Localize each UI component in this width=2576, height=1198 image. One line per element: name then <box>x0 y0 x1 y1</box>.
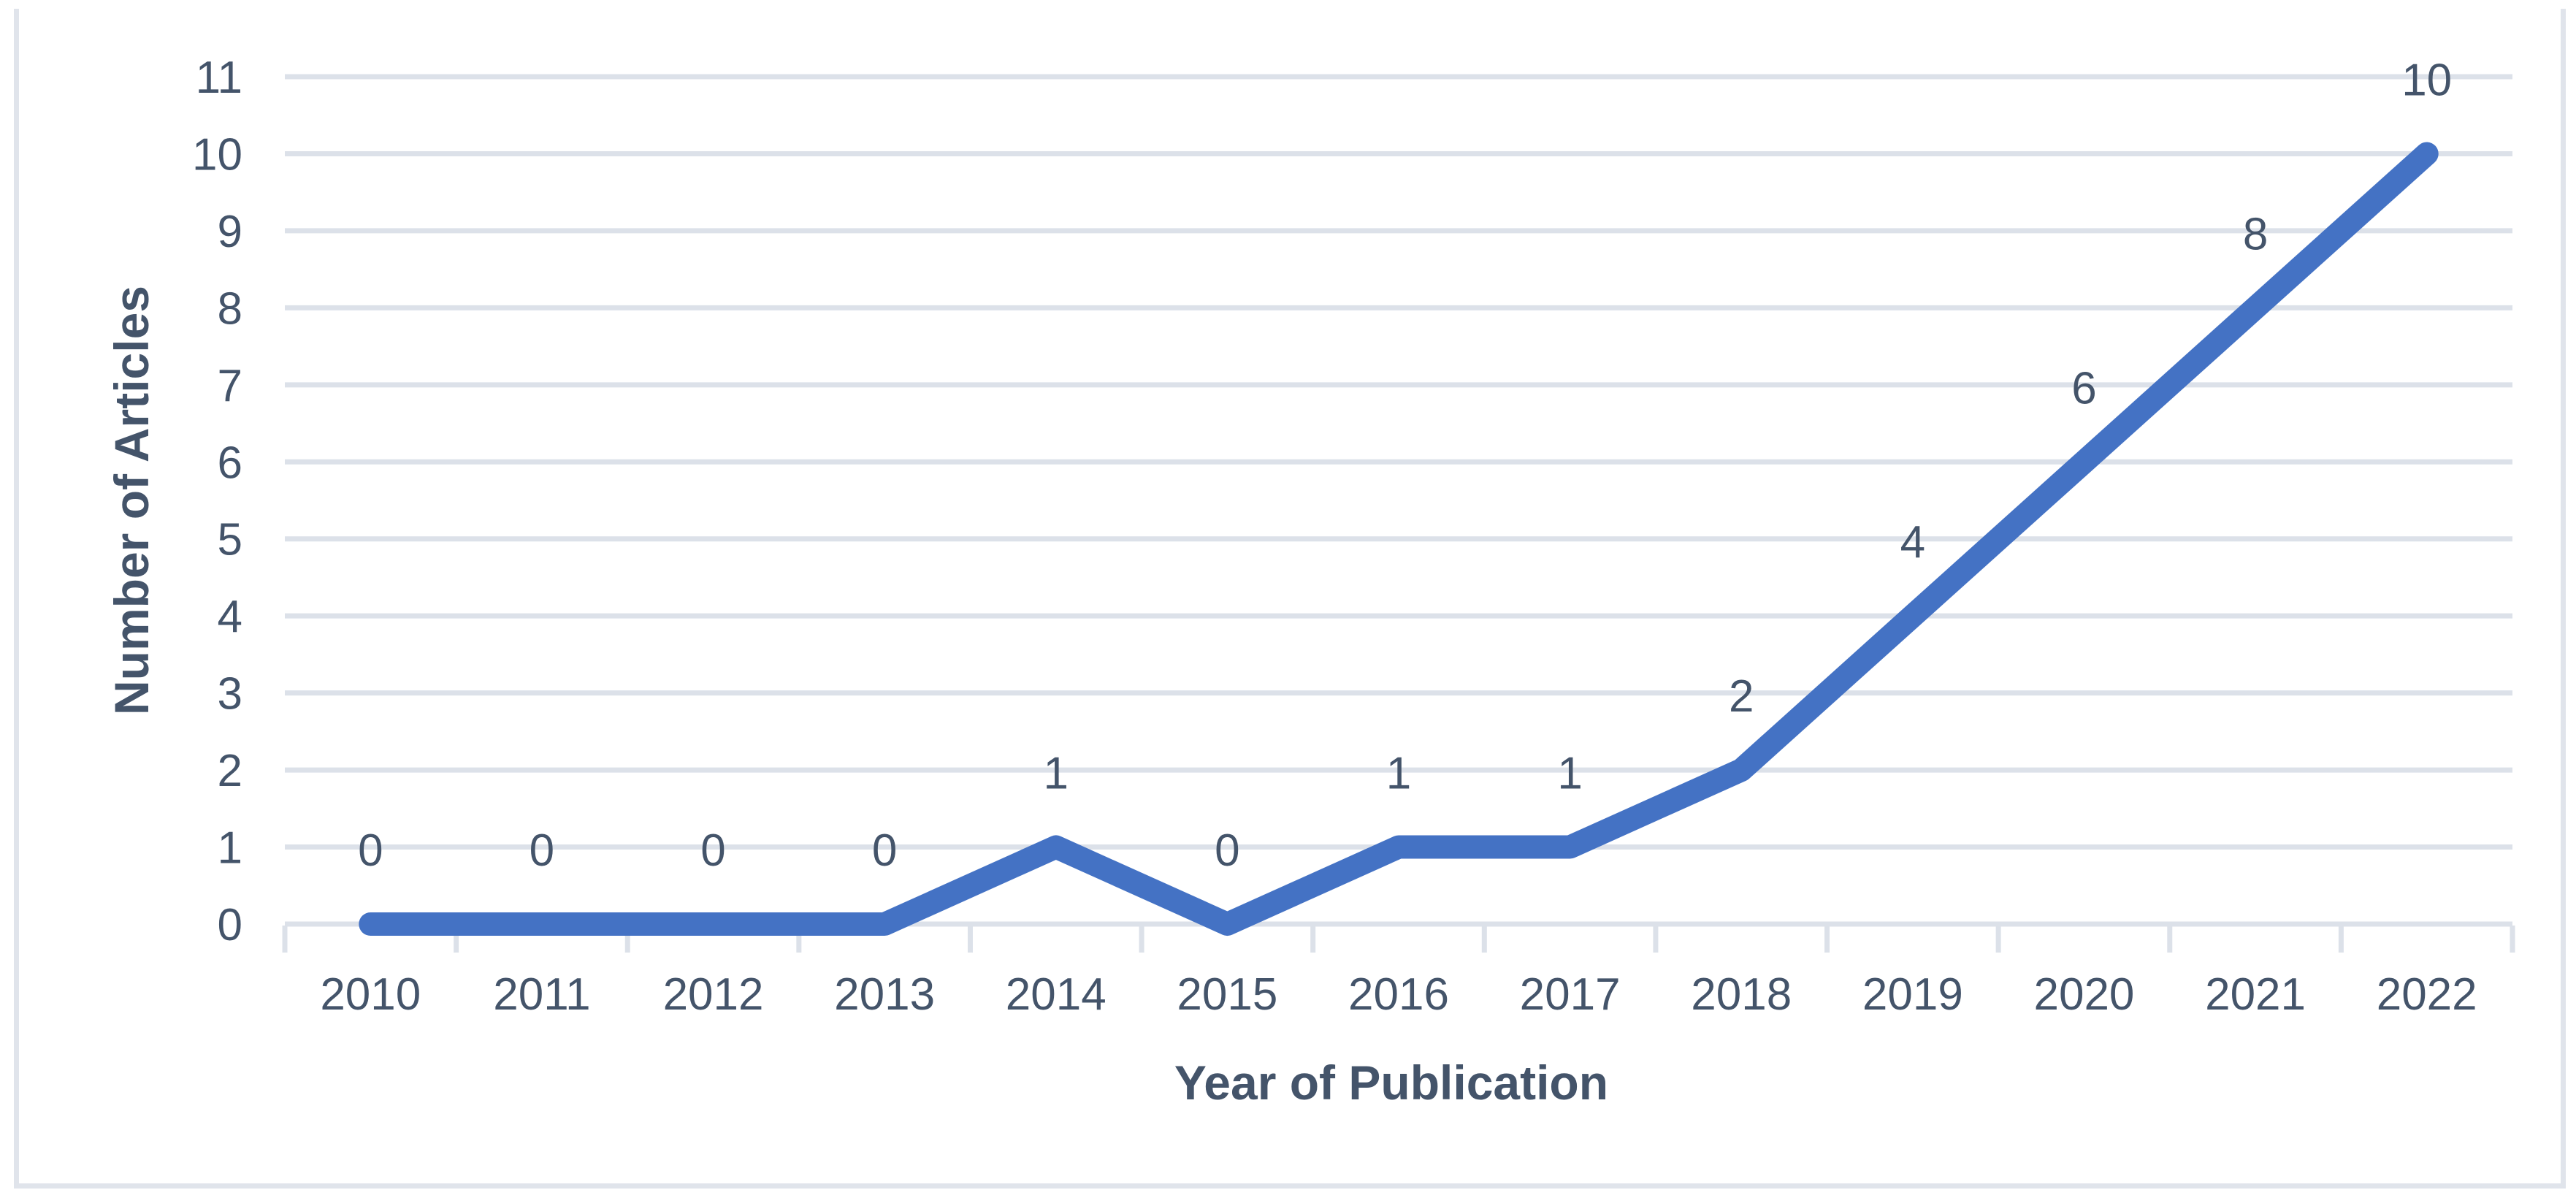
series-layer <box>359 142 2439 936</box>
y-axis-tick-labels: 0 1 2 3 4 5 6 7 8 9 10 11 <box>192 53 242 950</box>
x-axis-tick-marks <box>282 926 2515 953</box>
y-tick-label: 9 <box>218 207 242 257</box>
x-tick-label: 2010 <box>320 969 421 1020</box>
x-tick-label: 2013 <box>834 969 935 1020</box>
x-tick-label: 2020 <box>2033 969 2134 1020</box>
y-tick-label: 2 <box>218 746 242 796</box>
chart-frame <box>14 9 2566 1189</box>
y-tick-label: 11 <box>196 53 242 103</box>
y-tick-label: 7 <box>218 361 242 411</box>
x-tick-label: 2016 <box>1348 969 1449 1020</box>
x-tick-label: 2014 <box>1006 969 1107 1020</box>
data-label: 8 <box>2243 209 2268 259</box>
y-tick-label: 8 <box>218 283 242 334</box>
y-tick-label: 5 <box>218 515 242 565</box>
data-label: 0 <box>700 825 725 876</box>
y-tick-label: 3 <box>218 669 242 720</box>
frame-border-left <box>14 9 19 1189</box>
data-label: 1 <box>1386 749 1411 799</box>
data-line <box>359 142 2439 936</box>
gridlines <box>285 74 2512 927</box>
data-label: 0 <box>1215 825 1239 876</box>
data-label: 1 <box>1044 749 1069 799</box>
x-axis-tick-labels: 2010 2011 2012 2013 2014 2015 2016 2017 2018 2019… <box>320 969 2477 1020</box>
x-tick-label: 2017 <box>1520 969 1621 1020</box>
y-tick-label: 6 <box>218 438 242 488</box>
y-tick-label: 10 <box>192 129 242 180</box>
frame-border-right <box>2561 9 2566 1189</box>
data-label: 1 <box>1557 749 1582 799</box>
data-label: 0 <box>530 825 554 876</box>
x-tick-label: 2011 <box>493 969 590 1020</box>
y-axis-title: Number of Articles <box>104 286 158 715</box>
x-tick-label: 2015 <box>1177 969 1277 1020</box>
data-label: 10 <box>2401 55 2452 105</box>
x-axis-title: Year of Publication <box>1174 1056 1608 1110</box>
y-tick-label: 1 <box>218 823 242 874</box>
data-label: 4 <box>1900 517 1925 568</box>
x-tick-label: 2019 <box>1862 969 1963 1020</box>
x-tick-label: 2018 <box>1691 969 1792 1020</box>
data-label: 0 <box>358 825 383 876</box>
x-tick-label: 2022 <box>2377 969 2477 1020</box>
x-tick-label: 2021 <box>2205 969 2306 1020</box>
data-label: 0 <box>872 825 897 876</box>
y-tick-label: 0 <box>218 900 242 950</box>
frame-border-bottom <box>14 1183 2566 1189</box>
data-label: 2 <box>1729 671 1754 722</box>
y-tick-label: 4 <box>218 592 242 642</box>
data-label: 6 <box>2071 363 2096 413</box>
x-tick-label: 2012 <box>663 969 764 1020</box>
